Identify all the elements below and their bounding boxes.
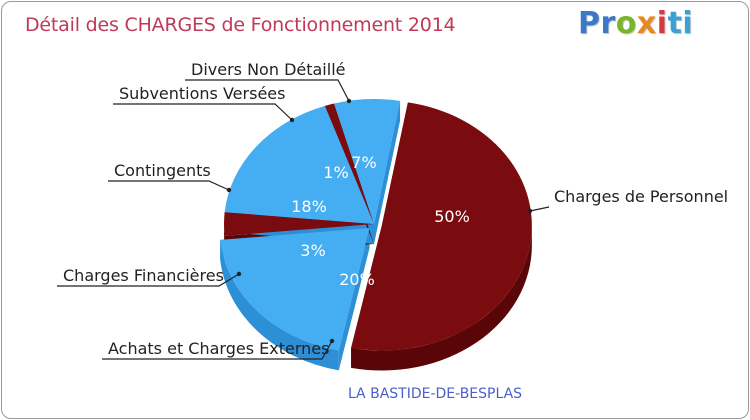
footer-commune-name: LA BASTIDE-DE-BESPLAS [347,386,523,402]
pie-slice [324,103,374,224]
pie-slice-callout-label: Charges de Personnel [554,187,728,206]
pie-slice-percent-label: 7% [351,153,376,172]
callout-leader-line [57,273,240,287]
callout-leader-line [529,206,550,212]
logo-letter: ti [667,6,694,41]
pie-slice [351,102,532,351]
pie-slice [224,212,374,236]
callout-leader-arrow [236,271,242,277]
pie-slice-percent-label: 50% [434,207,470,226]
pie-tops [220,99,532,351]
logo-letter: o [615,6,637,41]
pie-slice-edge [338,228,370,371]
pie-slice-percent-label: 18% [291,197,327,216]
proxiti-logo: Proxiti [578,6,693,41]
pie-slice-edge [374,100,401,244]
callout-leader-line [113,103,293,121]
logo-letter: r [600,6,616,41]
pie-slice-callout-label: Subventions Versées [119,84,285,103]
pie-slice-side [220,239,339,371]
pie-slice-side [351,225,532,371]
callout-leader-line [108,180,230,191]
logo-letter: P [578,6,601,41]
callout-leader-arrow [226,187,232,193]
pie-slice-percent-label: 20% [339,270,375,289]
callout-leader-arrow [527,208,533,214]
pie-slice-callout-label: Contingents [114,161,211,180]
callout-leader-arrow [346,98,352,104]
pie-slice-callout-label: Divers Non Détaillé [191,60,345,79]
pie-slice [224,105,374,224]
chart-title: Détail des CHARGES de Fonctionnement 201… [25,14,456,36]
callout-leader-line [185,79,350,102]
pie-slice [220,228,370,351]
pie-slice-percent-label: 3% [300,241,325,260]
callout-leader-arrow [289,117,295,123]
logo-letter: i [656,6,668,41]
pie-slice-callout-label: Charges Financières [63,266,224,285]
pie-slice-callout-label: Achats et Charges Externes [108,339,329,358]
pie-slice-percent-label: 1% [323,163,348,182]
callout-leader-arrow [329,338,335,344]
logo-letter: x [636,6,657,41]
callout-leader-line [102,340,333,360]
pie-slice [334,99,401,224]
